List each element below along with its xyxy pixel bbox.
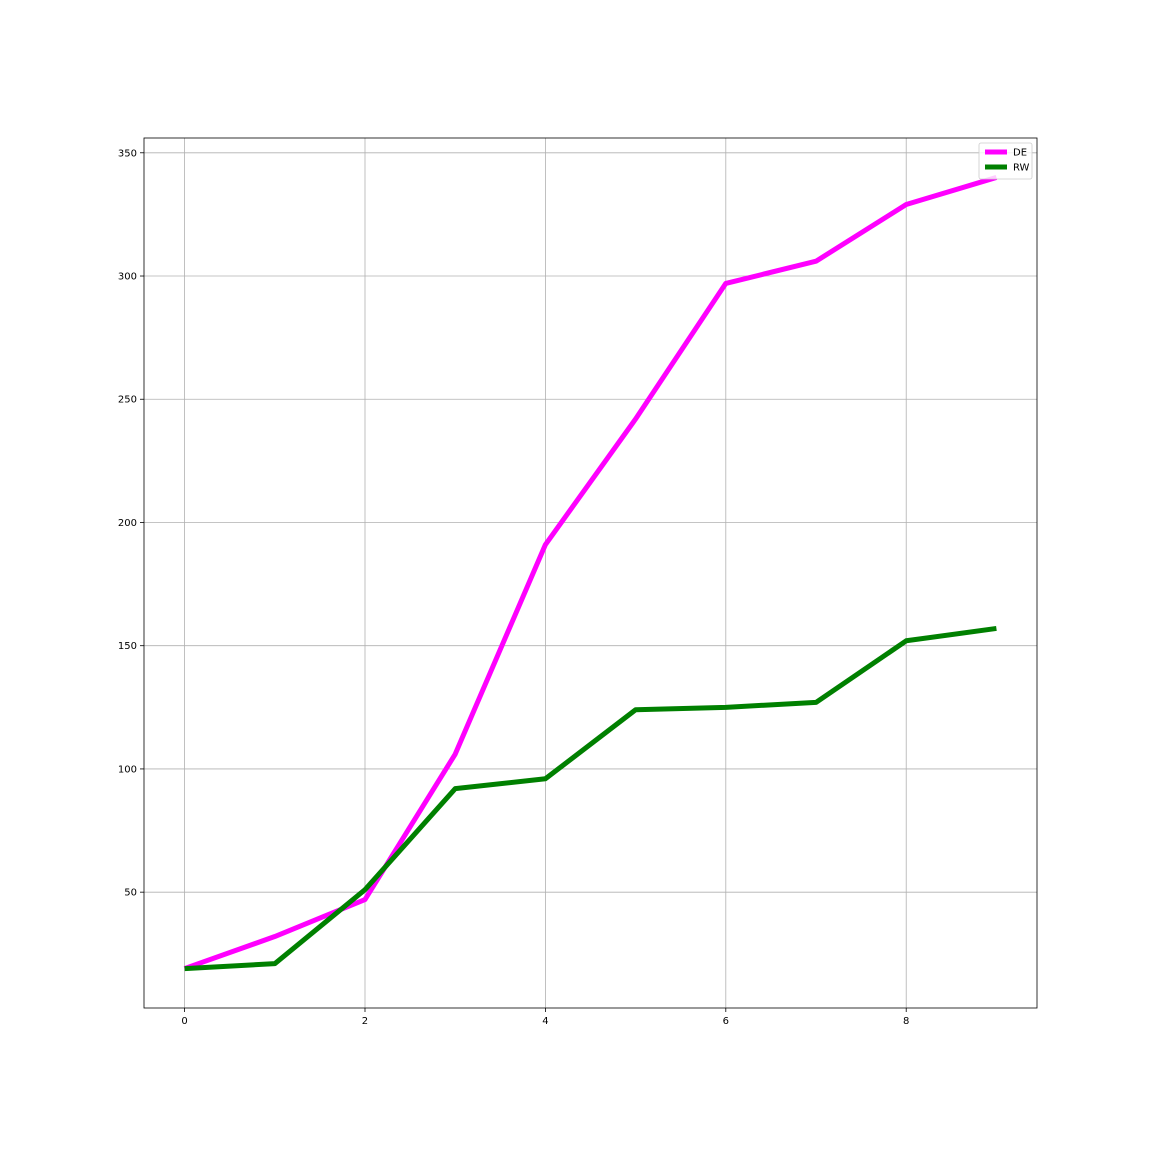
legend-label-de: DE <box>1013 148 1027 159</box>
plot-area-background <box>144 138 1037 1008</box>
grid <box>144 138 1037 1008</box>
y-tick-label: 250 <box>118 395 137 406</box>
x-tick-label: 4 <box>542 1016 548 1027</box>
y-tick-label: 50 <box>124 888 137 899</box>
y-tick-label: 100 <box>118 764 137 775</box>
y-tick-label: 150 <box>118 641 137 652</box>
series-line-rw <box>184 625 997 972</box>
y-tick-label: 350 <box>118 148 137 159</box>
legend: DE RW <box>978 142 1033 180</box>
y-tick-label: 200 <box>118 518 137 529</box>
y-tick-label: 300 <box>118 272 137 283</box>
x-tick-label: 8 <box>903 1016 909 1027</box>
x-axis: 0 2 4 6 8 <box>181 1008 909 1027</box>
x-tick-label: 6 <box>723 1016 729 1027</box>
axes-frame <box>143 137 1038 1009</box>
series-lines <box>183 175 998 972</box>
x-tick-label: 2 <box>362 1016 368 1027</box>
legend-label-rw: RW <box>1013 163 1030 174</box>
y-axis: 50 100 150 200 250 300 350 <box>118 148 144 899</box>
x-tick-label: 0 <box>181 1016 187 1027</box>
series-line-de <box>183 175 998 971</box>
